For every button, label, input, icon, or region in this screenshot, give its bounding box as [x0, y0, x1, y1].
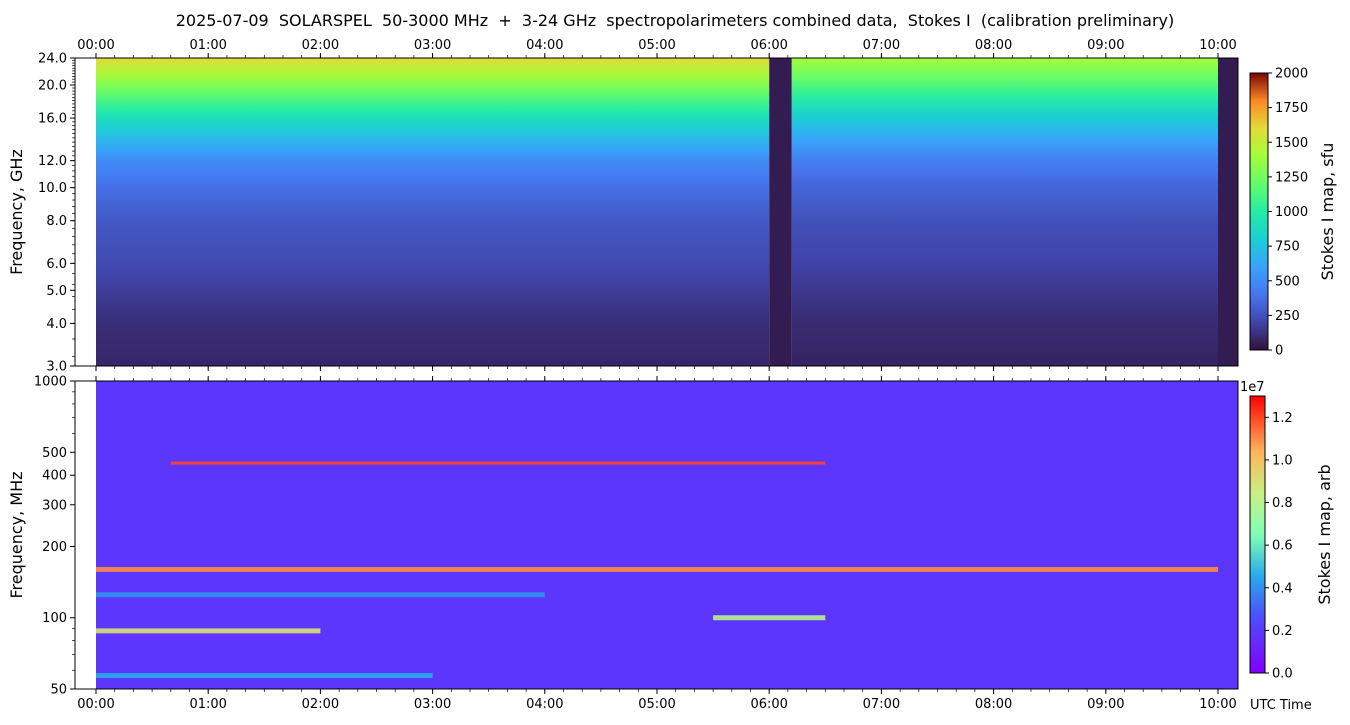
bottom-colorbar-tick-label-2: 0.4	[1272, 581, 1293, 596]
top-colorbar-tick-label-8: 2000	[1275, 67, 1308, 82]
bottom-band-5	[170, 461, 826, 465]
bottom-colorbar-multiplier: 1e7	[1240, 380, 1265, 395]
top-y-tick-label-6: 12.0	[38, 154, 67, 169]
top-x-tick-label-10: 10:00	[1199, 38, 1236, 53]
bottom-y-tick-label-3: 300	[42, 498, 67, 513]
bottom-x-axis-label: UTC Time	[1250, 698, 1312, 713]
bottom-band-4	[96, 566, 1218, 572]
bottom-y-tick-label-4: 400	[42, 469, 67, 484]
bottom-y-tick-label-2: 200	[42, 540, 67, 555]
bottom-y-tick-label-5: 500	[42, 446, 67, 461]
bottom-x-tick-label-5: 05:00	[638, 697, 675, 712]
bottom-colorbar-label: Stokes I map, arb	[1315, 464, 1334, 604]
top-y-tick-label-4: 8.0	[46, 214, 67, 229]
top-data-gap-0	[769, 58, 792, 366]
top-x-tick-label-6: 06:00	[750, 38, 787, 53]
top-y-axis-label: Frequency, GHz	[7, 149, 26, 275]
bottom-colorbar: 0.0 0.2 0.4 0.6 0.8 1.0 1.2 1e7 Stokes I map, ar…	[1240, 380, 1334, 682]
bottom-colorbar-tick-label-3: 0.6	[1272, 539, 1293, 554]
bottom-y-tick-label-1: 100	[42, 611, 67, 626]
bottom-colorbar-tick-label-6: 1.2	[1272, 411, 1293, 426]
top-colorbar-label: Stokes I map, sfu	[1318, 143, 1337, 281]
top-x-tick-label-3: 03:00	[414, 38, 451, 53]
bottom-colorbar-tick-label-0: 0.0	[1272, 667, 1293, 682]
top-colorbar-bar	[1249, 72, 1269, 351]
top-x-tick-label-1: 01:00	[189, 38, 226, 53]
top-colorbar-tick-label-1: 250	[1275, 309, 1300, 324]
top-colorbar-tick-label-4: 1000	[1275, 205, 1308, 220]
bottom-x-tick-label-7: 07:00	[863, 697, 900, 712]
bottom-x-tick-label-9: 09:00	[1087, 697, 1124, 712]
top-x-tick-label-7: 07:00	[863, 38, 900, 53]
top-colorbar-tick-label-0: 0	[1275, 344, 1283, 359]
bottom-x-tick-label-1: 01:00	[189, 697, 226, 712]
top-y-tick-label-2: 5.0	[46, 284, 67, 299]
top-y-tick-label-5: 10.0	[38, 181, 67, 196]
bottom-band-0	[96, 673, 433, 679]
top-colorbar-tick-label-6: 1500	[1275, 136, 1308, 151]
bottom-colorbar-tick-label-4: 0.8	[1272, 496, 1293, 511]
top-y-tick-label-7: 16.0	[38, 112, 67, 127]
bottom-x-tick-label-0: 00:00	[77, 697, 114, 712]
top-x-tick-label-2: 02:00	[302, 38, 339, 53]
top-colorbar-tick-label-2: 500	[1275, 274, 1300, 289]
top-colorbar-tick-label-7: 1750	[1275, 101, 1308, 116]
top-spectrum-fill-morning	[96, 58, 770, 366]
bottom-x-tick-label-3: 03:00	[414, 697, 451, 712]
bottom-colorbar-tick-label-5: 1.0	[1272, 453, 1293, 468]
bottom-x-tick-label-2: 02:00	[302, 697, 339, 712]
top-x-tick-label-4: 04:00	[526, 38, 563, 53]
top-y-tick-label-1: 4.0	[46, 317, 67, 332]
top-x-tick-label-0: 00:00	[77, 38, 114, 53]
top-colorbar-tick-label-3: 750	[1275, 240, 1300, 255]
bottom-colorbar-tick-label-1: 0.2	[1272, 624, 1293, 639]
top-x-tick-label-9: 09:00	[1087, 38, 1124, 53]
bottom-band-2	[713, 615, 826, 621]
bottom-y-axis-label: Frequency, MHz	[7, 471, 26, 598]
top-x-tick-label-8: 08:00	[975, 38, 1012, 53]
bottom-x-tick-label-8: 08:00	[975, 697, 1012, 712]
bottom-spectrum-background	[96, 381, 1238, 689]
chart-title: 2025-07-09 SOLARSPEL 50-3000 MHz + 3-24 …	[175, 11, 1175, 30]
bottom-spectrogram-panel: 50 100 200 300 400 500 1000 00:00 01:00 02:00 03:0…	[7, 375, 1312, 714]
top-data-gap-1	[1218, 58, 1238, 366]
top-colorbar: 0 250 500 750 1000 1250 1500 1750 2000 Stokes I m…	[1249, 67, 1337, 359]
top-spectrum-fill-afternoon	[791, 58, 1218, 366]
top-spectrogram-panel: 3.0 4.0 5.0 6.0 8.0 10.0 12.0 16.0 20.0 24.0 00:00…	[7, 38, 1239, 375]
top-x-tick-label-5: 05:00	[638, 38, 675, 53]
bottom-x-tick-label-4: 04:00	[526, 697, 563, 712]
top-y-tick-label-3: 6.0	[46, 257, 67, 272]
bottom-band-3	[96, 592, 545, 598]
top-colorbar-tick-label-5: 1250	[1275, 170, 1308, 185]
bottom-band-1	[96, 628, 321, 634]
bottom-y-tick-label-6: 1000	[34, 375, 67, 390]
bottom-colorbar-bar	[1249, 395, 1266, 674]
top-y-tick-label-8: 20.0	[38, 79, 67, 94]
bottom-x-tick-label-10: 10:00	[1199, 697, 1236, 712]
top-y-tick-label-9: 24.0	[38, 52, 67, 67]
bottom-x-tick-label-6: 06:00	[750, 697, 787, 712]
bottom-y-tick-label-0: 50	[50, 683, 67, 698]
top-y-tick-label-0: 3.0	[46, 360, 67, 375]
